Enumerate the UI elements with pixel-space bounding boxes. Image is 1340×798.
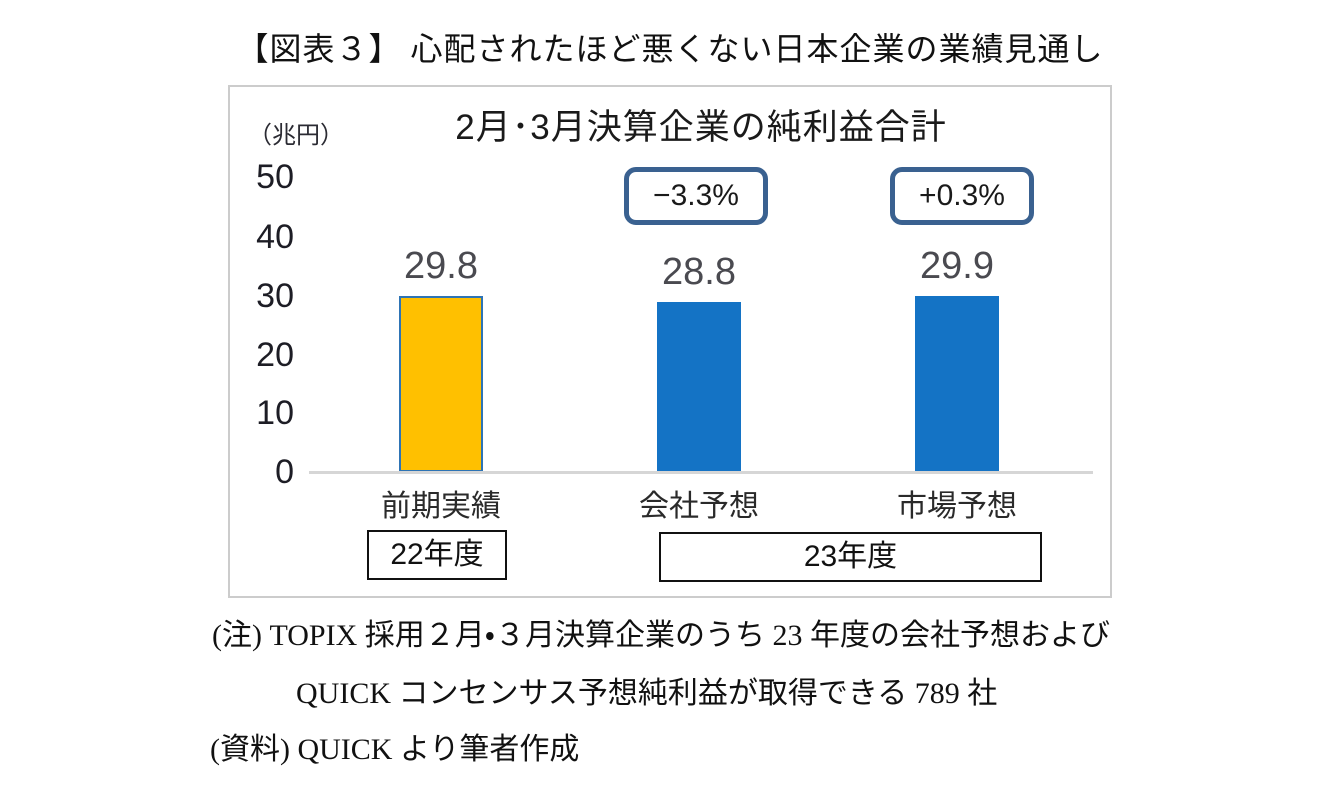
bar-value-previous-actual: 29.8 <box>404 245 478 288</box>
footnote-line-3: (資料) QUICK より筆者作成 <box>210 733 580 766</box>
chart-title: 2月･3月決算企業の純利益合計 <box>455 108 947 147</box>
y-tick-50: 50 <box>256 158 294 196</box>
x-label-company-forecast: 会社予想 <box>639 490 759 523</box>
figure-title: 【図表３】 心配されたほど悪くない日本企業の業績見通し <box>236 31 1104 67</box>
x-label-market-forecast: 市場予想 <box>897 490 1017 523</box>
callout-market-forecast-change: +0.3% <box>890 167 1034 225</box>
period-box-fy22: 22年度 <box>367 530 507 580</box>
y-tick-10: 10 <box>256 394 294 432</box>
footnote-line-2: QUICK コンセンサス予想純利益が取得できる 789 社 <box>296 677 998 710</box>
plot-area: 29.8 28.8 29.9 <box>230 87 1114 472</box>
bar-value-company-forecast: 28.8 <box>662 251 736 294</box>
chart-frame: 2月･3月決算企業の純利益合計 （兆円） 50 40 30 20 10 0 29… <box>228 85 1112 598</box>
bar-market-forecast <box>915 295 999 472</box>
period-box-fy23: 23年度 <box>659 532 1042 582</box>
bar-previous-actual <box>399 296 483 472</box>
y-tick-30: 30 <box>256 277 294 315</box>
y-axis-unit-label: （兆円） <box>248 122 344 149</box>
footnote-line-1: (注) TOPIX 採用２月・３月決算企業のうち 23 年度の会社予想および <box>212 619 1110 652</box>
x-axis-line <box>309 471 1093 474</box>
y-tick-40: 40 <box>256 218 294 256</box>
bar-value-market-forecast: 29.9 <box>920 244 994 287</box>
bar-company-forecast <box>657 302 741 472</box>
x-label-previous-actual: 前期実績 <box>381 490 501 523</box>
y-tick-20: 20 <box>256 336 294 374</box>
callout-company-forecast-change: −3.3% <box>624 167 768 225</box>
y-tick-0: 0 <box>275 453 294 491</box>
